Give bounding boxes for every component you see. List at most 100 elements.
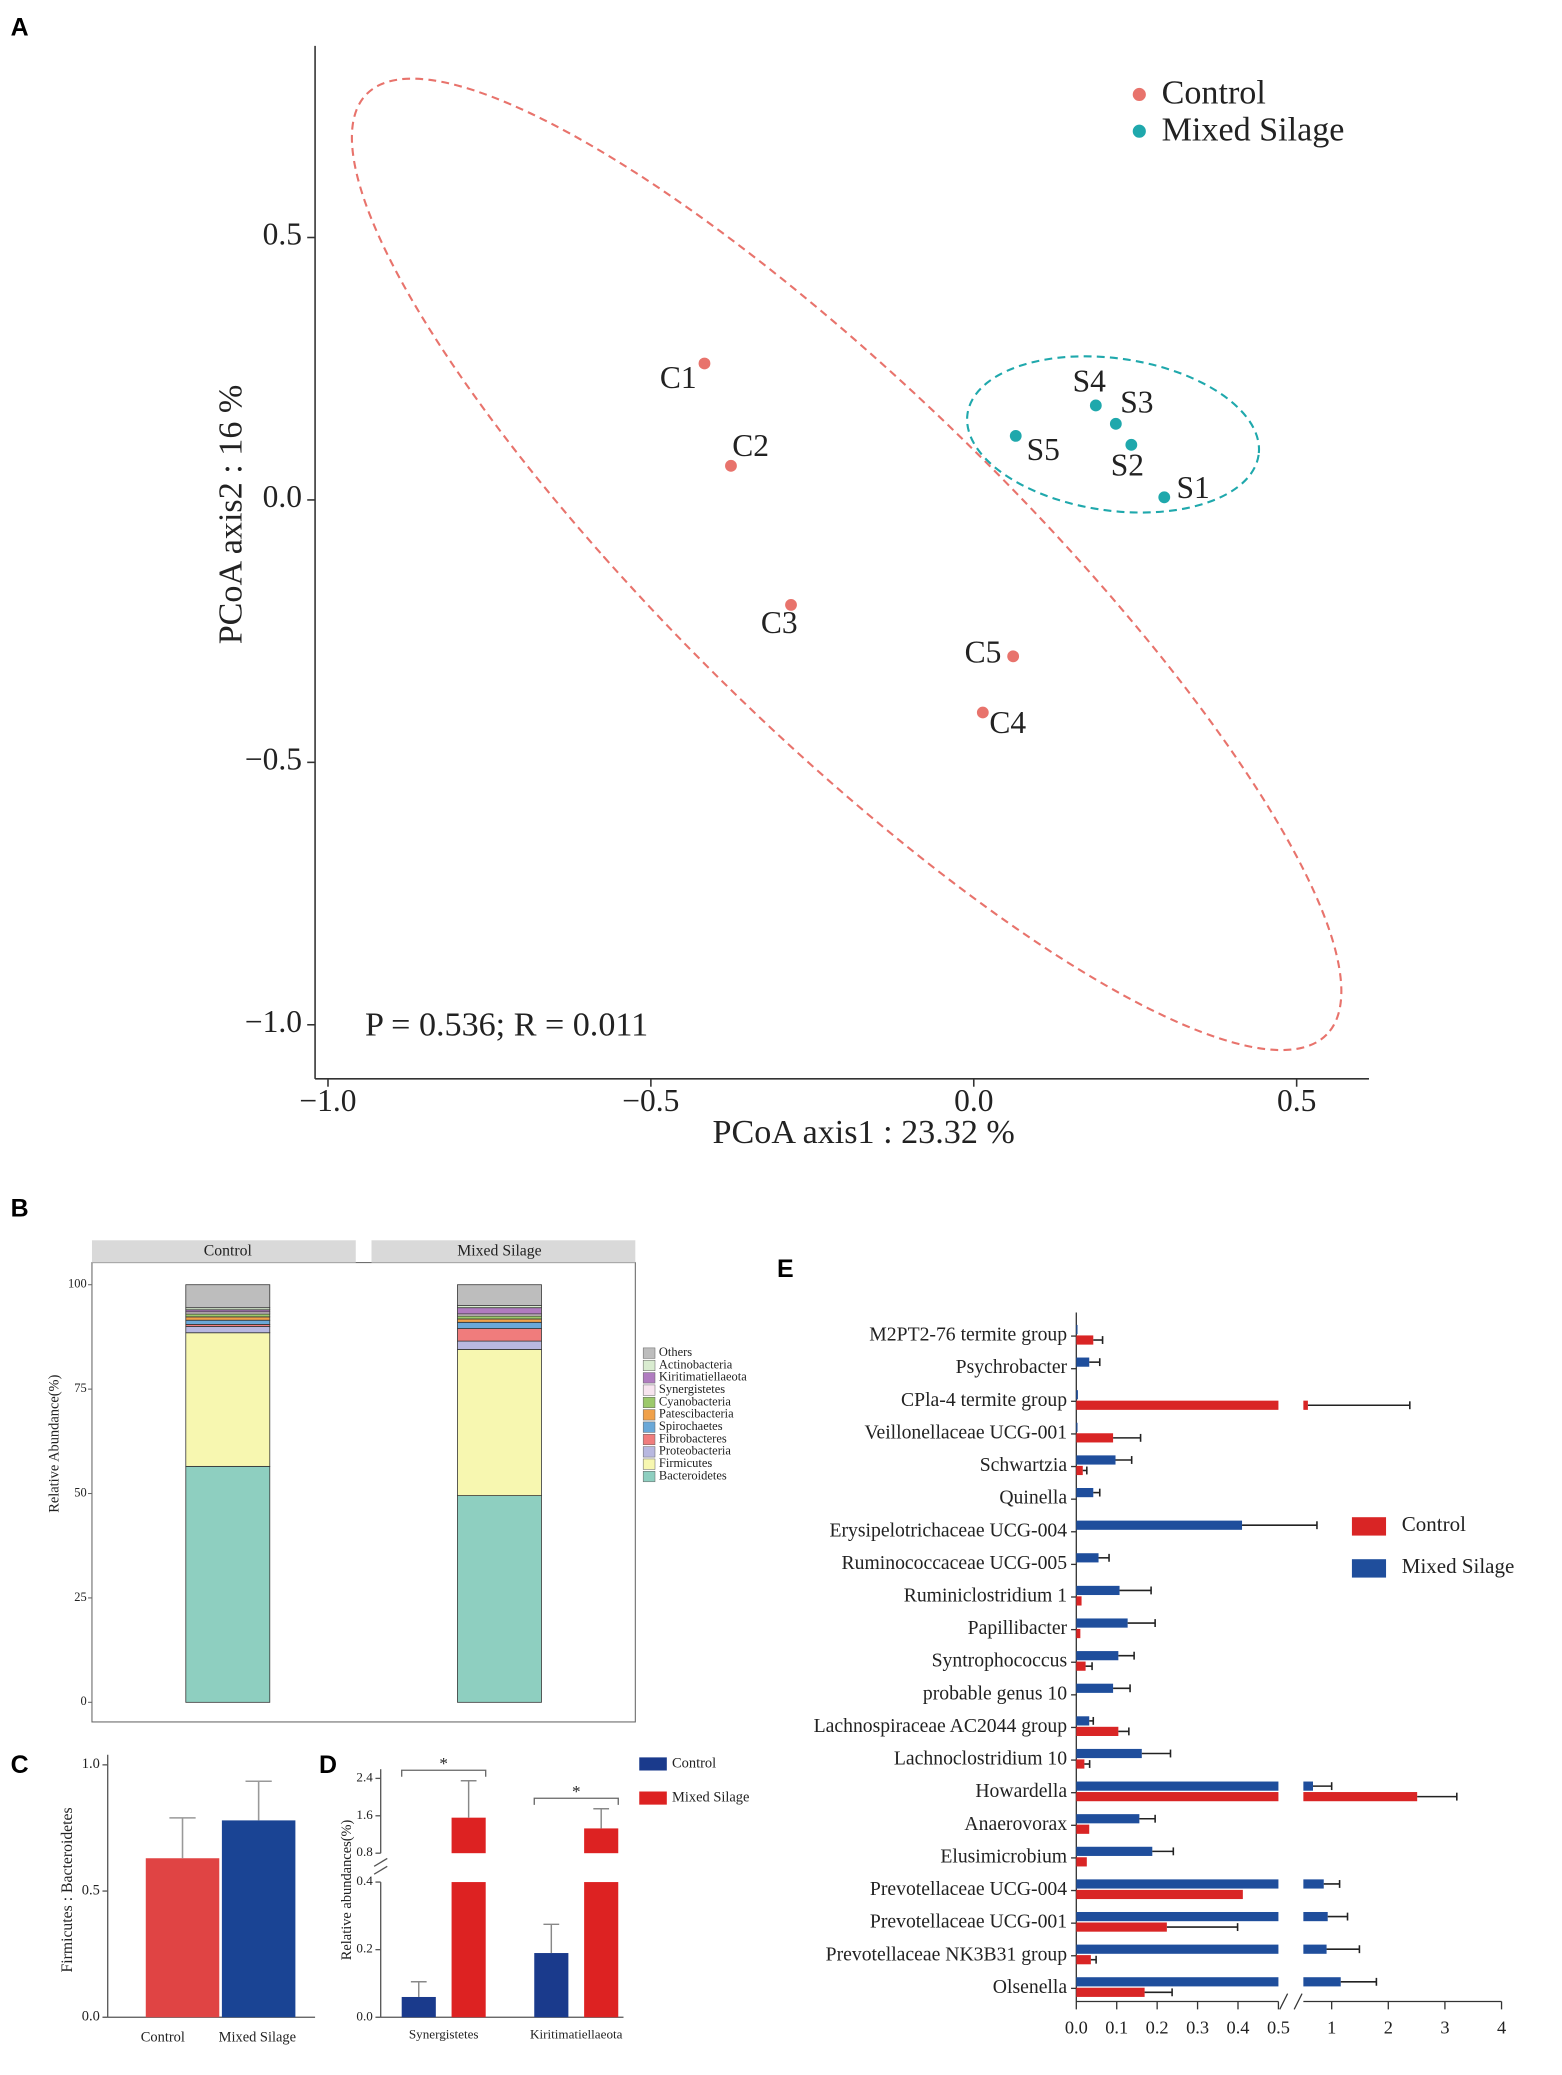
bar-segment bbox=[457, 1349, 542, 1497]
bar bbox=[1076, 1400, 1279, 1410]
legend-label: Control bbox=[1402, 1512, 1466, 1536]
bar bbox=[1076, 1618, 1128, 1628]
bar bbox=[1076, 1814, 1140, 1824]
legend-swatch bbox=[642, 1359, 656, 1371]
legend-swatch bbox=[642, 1421, 656, 1433]
legend-label: Spirochaetes bbox=[659, 1419, 723, 1433]
point-label: S3 bbox=[1120, 385, 1153, 420]
panel-letter: A bbox=[11, 13, 29, 41]
y-tick-label: Olsenella bbox=[993, 1976, 1068, 1998]
legend-label: Patescibacteria bbox=[659, 1407, 734, 1421]
y-tick-label: 50 bbox=[74, 1485, 86, 1499]
bar bbox=[1303, 1781, 1313, 1791]
panel-letter: B bbox=[11, 1195, 29, 1223]
legend-marker bbox=[1132, 87, 1146, 102]
bar-segment bbox=[457, 1340, 542, 1350]
point bbox=[1125, 438, 1138, 451]
bar bbox=[1076, 1716, 1090, 1726]
bar-segment bbox=[457, 1328, 542, 1342]
annotation: P = 0.536; R = 0.011 bbox=[365, 1006, 648, 1043]
axis-break bbox=[373, 1857, 388, 1867]
x-tick-label: 3 bbox=[1440, 2017, 1449, 2037]
bar bbox=[1303, 1400, 1308, 1410]
bar bbox=[451, 1817, 486, 1854]
x-tick-label: −0.5 bbox=[622, 1083, 679, 1118]
bar bbox=[1076, 1726, 1119, 1736]
point bbox=[725, 459, 737, 472]
panel-letter: C bbox=[11, 1751, 29, 1779]
y-tick-label: 1.6 bbox=[356, 1807, 373, 1822]
x-tick-label: 0.0 bbox=[954, 1083, 993, 1118]
bar-segment bbox=[185, 1332, 271, 1467]
significance-bracket bbox=[401, 1769, 487, 1777]
legend-swatch bbox=[642, 1458, 656, 1470]
bar bbox=[1303, 1911, 1328, 1922]
y-tick-label: 100 bbox=[68, 1277, 87, 1291]
panel-letter: E bbox=[777, 1255, 794, 1283]
bar-segment bbox=[185, 1316, 271, 1321]
y-axis-title: Firmicutes : Bacteroidetes bbox=[59, 1807, 76, 1972]
bar bbox=[1076, 1357, 1090, 1367]
legend-label: Kiritimatiellaeota bbox=[659, 1370, 747, 1384]
bar bbox=[1076, 1944, 1279, 1954]
bar-segment bbox=[185, 1326, 271, 1334]
y-tick-label: Ruminiclostridium 1 bbox=[904, 1585, 1067, 1607]
legend-label: Firmicutes bbox=[659, 1456, 712, 1470]
legend-label: Bacteroidetes bbox=[659, 1468, 727, 1482]
facet-label: Control bbox=[204, 1243, 253, 1260]
bar bbox=[1076, 1661, 1086, 1671]
y-tick-label: Prevotellaceae NK3B31 group bbox=[826, 1943, 1068, 1965]
y-tick-label: Howardella bbox=[975, 1780, 1067, 1802]
y-axis-title: Relative abundances(%) bbox=[339, 1819, 355, 1960]
confidence-ellipse bbox=[966, 355, 1261, 514]
bar-segment bbox=[185, 1313, 271, 1318]
point bbox=[1009, 429, 1022, 442]
legend-label: Mixed Silage bbox=[1402, 1554, 1514, 1578]
point-label: C4 bbox=[989, 705, 1026, 740]
point bbox=[1089, 399, 1102, 412]
legend-label: Cyanobacteria bbox=[659, 1394, 731, 1408]
y-tick-label: 75 bbox=[74, 1381, 86, 1395]
legend-swatch bbox=[1351, 1517, 1387, 1536]
y-tick-label: Prevotellaceae UCG-004 bbox=[870, 1878, 1067, 1900]
bar bbox=[1303, 1879, 1324, 1889]
y-axis-title: PCoA axis2 : 16 % bbox=[213, 385, 250, 645]
y-axis-title: Relative Abundance(%) bbox=[47, 1374, 63, 1512]
bar bbox=[1076, 1922, 1167, 1932]
y-tick-label: Veillonellaceae UCG-001 bbox=[864, 1421, 1067, 1443]
y-tick-label: 0.0 bbox=[82, 2009, 100, 2025]
bar bbox=[584, 1828, 619, 1854]
y-tick-label: 25 bbox=[74, 1590, 86, 1604]
bar bbox=[1076, 1987, 1145, 1997]
bar bbox=[1076, 1781, 1279, 1791]
bar bbox=[1076, 1748, 1142, 1759]
bar bbox=[1303, 1977, 1341, 1987]
point-label: C2 bbox=[732, 428, 769, 463]
point bbox=[1007, 650, 1020, 663]
bar bbox=[1076, 1488, 1094, 1498]
axis-break bbox=[1293, 1993, 1303, 2010]
y-tick-label: 0.0 bbox=[263, 479, 302, 514]
bar bbox=[1076, 1846, 1153, 1856]
axis-break bbox=[1279, 1993, 1289, 2010]
panel-letter: D bbox=[319, 1751, 337, 1779]
x-tick-label: Control bbox=[141, 2030, 185, 2046]
y-tick-label: probable genus 10 bbox=[923, 1682, 1067, 1704]
y-tick-label: −1.0 bbox=[245, 1004, 302, 1039]
legend-label: Proteobacteria bbox=[659, 1444, 731, 1458]
x-tick-label: Mixed Silage bbox=[219, 2030, 296, 2046]
y-tick-label: Ruminococcaceae UCG-005 bbox=[842, 1552, 1068, 1574]
bar bbox=[1076, 1390, 1078, 1400]
x-tick-label: Synergistetes bbox=[409, 2027, 479, 2042]
bar bbox=[1076, 1455, 1116, 1465]
y-tick-label: CPla-4 termite group bbox=[901, 1389, 1067, 1411]
axis-break bbox=[373, 1865, 388, 1875]
bar bbox=[1076, 1520, 1243, 1530]
y-tick-label: 0.0 bbox=[356, 2008, 373, 2023]
significance-bracket bbox=[533, 1797, 619, 1805]
bar bbox=[1076, 1585, 1120, 1596]
point-label: C5 bbox=[965, 634, 1002, 669]
x-tick-label: 2 bbox=[1384, 2017, 1393, 2037]
legend-marker bbox=[1132, 124, 1146, 138]
